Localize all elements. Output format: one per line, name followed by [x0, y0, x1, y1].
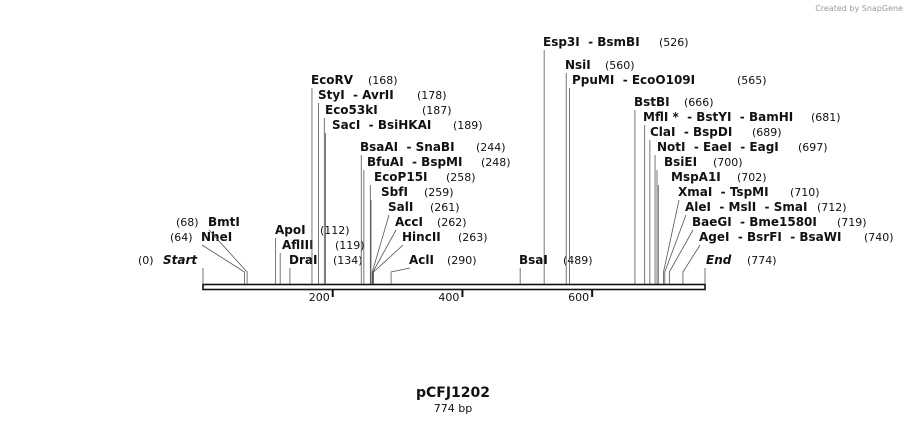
site-name: NotI - EaeI - EagI [657, 140, 779, 154]
site-name: BsiEI [664, 155, 697, 169]
site-name: Eco53kI [325, 103, 378, 117]
site-name: Start [163, 253, 198, 267]
site-position: (189) [453, 119, 483, 132]
site-name: AgeI - BsrFI - BsaWI [699, 230, 841, 244]
site-line [373, 244, 404, 284]
site-position: (719) [837, 216, 867, 229]
site-position: (178) [417, 89, 447, 102]
site-line [372, 229, 397, 284]
site-name: End [706, 253, 732, 267]
site-position: (712) [817, 201, 847, 214]
site-line [208, 229, 248, 284]
site-name: MflI * - BstYI - BamHI [643, 110, 793, 124]
site-position: (774) [747, 254, 777, 267]
site-position: (68) [176, 216, 199, 229]
site-name: SbfI [381, 185, 408, 199]
site-name: EcoRV [311, 73, 354, 87]
site-line [390, 267, 411, 284]
tick-label: 600 [568, 291, 589, 304]
site-position: (526) [659, 36, 689, 49]
site-name: DraI [289, 253, 317, 267]
site-name: Esp3I - BsmBI [543, 35, 640, 49]
title: pCFJ1202 [416, 385, 490, 401]
site-position: (700) [713, 156, 743, 169]
credit: Created by SnapGene [815, 4, 903, 13]
site-position: (244) [476, 141, 506, 154]
site-line [664, 214, 687, 284]
site-position: (565) [737, 74, 767, 87]
site-name: EcoP15I [374, 170, 428, 184]
site-name: BsaAI - SnaBI [360, 140, 455, 154]
site-name: BsaI [519, 253, 548, 267]
site-name: BstBI [634, 95, 670, 109]
site-position: (187) [422, 104, 452, 117]
site-position: (262) [437, 216, 467, 229]
site-name: BfuAI - BspMI [367, 155, 462, 169]
site-position: (560) [605, 59, 635, 72]
site-position: (263) [458, 231, 488, 244]
subtitle: 774 bp [434, 402, 472, 415]
tick-label: 200 [309, 291, 330, 304]
site-name: SalI [388, 200, 413, 214]
site-name: MspA1I [671, 170, 721, 184]
site-line [201, 244, 245, 284]
site-line [682, 244, 701, 284]
site-position: (489) [563, 254, 593, 267]
site-name: ClaI - BspDI [650, 125, 732, 139]
site-position: (248) [481, 156, 511, 169]
site-position: (259) [424, 186, 454, 199]
site-position: (168) [368, 74, 398, 87]
site-name: NheI [201, 230, 232, 244]
site-position: (0) [138, 254, 154, 267]
site-name: PpuMI - EcoO109I [572, 73, 695, 87]
site-position: (710) [790, 186, 820, 199]
site-name: SacI - BsiHKAI [332, 118, 431, 132]
site-name: StyI - AvrII [318, 88, 394, 102]
site-position: (258) [446, 171, 476, 184]
backbone [202, 283, 706, 291]
site-position: (112) [320, 224, 350, 237]
site-name: XmaI - TspMI [678, 185, 769, 199]
site-position: (261) [430, 201, 460, 214]
site-name: HincII [402, 230, 441, 244]
tick-label: 400 [438, 291, 459, 304]
site-position: (290) [447, 254, 477, 267]
site-position: (740) [864, 231, 894, 244]
site-position: (64) [170, 231, 193, 244]
site-position: (697) [798, 141, 828, 154]
site-line [668, 229, 694, 284]
site-name: BmtI [208, 215, 240, 229]
site-name: AleI - MslI - SmaI [685, 200, 807, 214]
site-line [663, 199, 680, 284]
site-name: BaeGI - Bme1580I [692, 215, 817, 229]
site-position: (689) [752, 126, 782, 139]
site-position: (666) [684, 96, 714, 109]
site-name: NsiI [565, 58, 591, 72]
site-position: (119) [335, 239, 365, 252]
site-name: AclI [409, 253, 434, 267]
site-name: AflIII [282, 238, 314, 252]
site-name: AccI [395, 215, 423, 229]
site-name: ApoI [275, 223, 306, 237]
site-line [371, 214, 390, 284]
site-position: (134) [333, 254, 363, 267]
site-position: (702) [737, 171, 767, 184]
site-position: (681) [811, 111, 841, 124]
